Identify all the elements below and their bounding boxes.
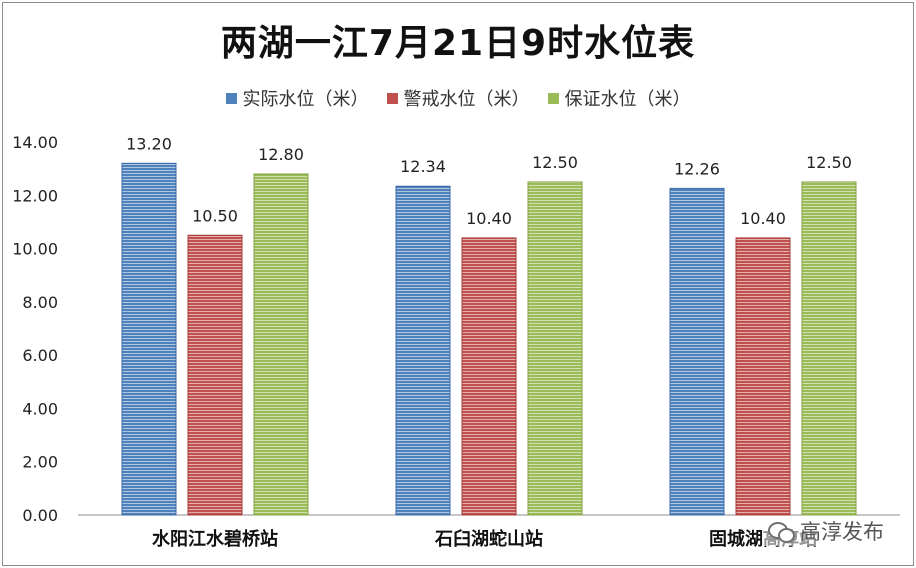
y-tick-label: 14.00 xyxy=(12,133,58,152)
bar xyxy=(461,237,517,516)
watermark-text: 高淳发布 xyxy=(800,520,884,544)
bar-value-label: 10.40 xyxy=(466,209,512,228)
bar xyxy=(187,234,243,516)
bar xyxy=(395,185,451,516)
y-tick-label: 10.00 xyxy=(12,240,58,259)
bar-value-label: 13.20 xyxy=(126,134,172,153)
y-tick-label: 8.00 xyxy=(22,293,58,312)
bar xyxy=(527,181,583,516)
bar xyxy=(735,237,791,516)
legend-item-warning: 警戒水位（米） xyxy=(386,85,530,111)
x-category-label: 石臼湖蛇山站 xyxy=(434,528,543,550)
watermark: 高淳发布 xyxy=(764,516,888,546)
bar xyxy=(121,162,177,516)
y-tick-label: 0.00 xyxy=(22,506,58,525)
x-category-label: 水阳江水碧桥站 xyxy=(152,528,278,550)
legend-label-warning: 警戒水位（米） xyxy=(403,89,530,110)
bar-value-label: 12.26 xyxy=(674,159,720,178)
legend-swatch-actual xyxy=(225,92,237,104)
legend-item-guarantee: 保证水位（米） xyxy=(547,85,691,111)
chart-title: 两湖一江7月21日9时水位表 xyxy=(220,23,696,64)
y-tick-label: 12.00 xyxy=(12,186,58,205)
chart-legend: 实际水位（米） 警戒水位（米） 保证水位（米） xyxy=(0,85,916,111)
bar-value-label: 12.80 xyxy=(258,145,304,164)
legend-label-guarantee: 保证水位（米） xyxy=(564,89,691,110)
legend-swatch-warning xyxy=(386,92,398,104)
wechat-icon xyxy=(768,520,795,543)
bar-value-label: 10.50 xyxy=(192,206,238,225)
bar xyxy=(253,173,309,516)
y-tick-label: 4.00 xyxy=(22,399,58,418)
bar xyxy=(669,187,725,516)
legend-item-actual: 实际水位（米） xyxy=(225,85,369,111)
bar-value-label: 12.50 xyxy=(806,153,852,172)
bar-value-label: 10.40 xyxy=(740,209,786,228)
y-tick-label: 6.00 xyxy=(22,346,58,365)
legend-swatch-guarantee xyxy=(547,92,559,104)
y-tick-label: 2.00 xyxy=(22,453,58,472)
bar xyxy=(801,181,857,516)
bar-value-label: 12.50 xyxy=(532,153,578,172)
bar-value-label: 12.34 xyxy=(400,157,446,176)
legend-label-actual: 实际水位（米） xyxy=(242,89,369,110)
